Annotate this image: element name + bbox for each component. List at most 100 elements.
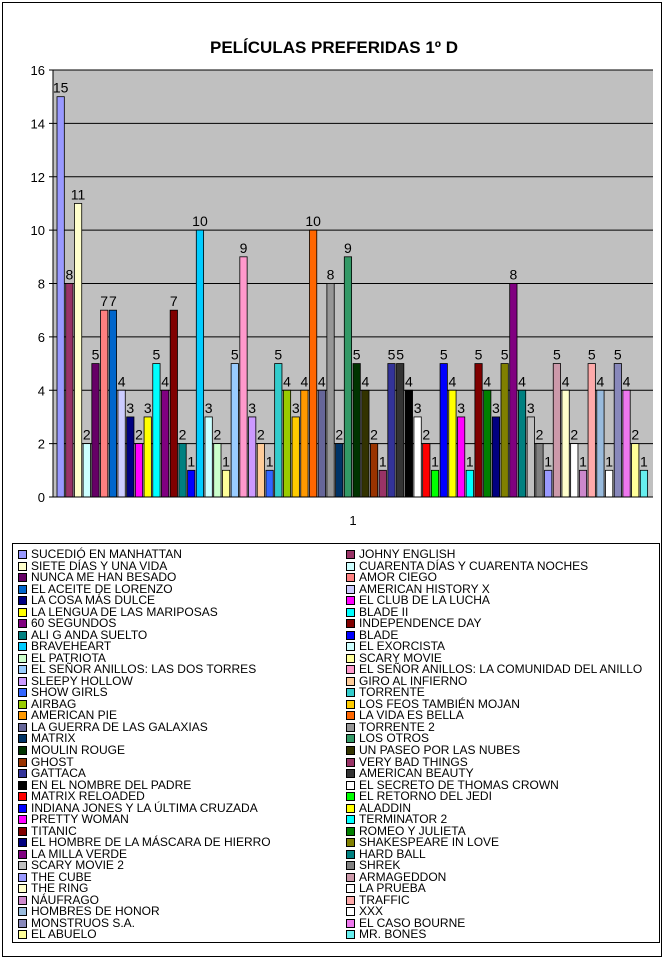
data-label: 9 — [240, 240, 248, 256]
legend-swatch — [346, 803, 355, 813]
data-label: 1 — [222, 453, 230, 469]
y-tick-label: 12 — [31, 170, 45, 185]
bar — [65, 283, 74, 498]
legend-swatch — [18, 584, 27, 594]
legend-label: INDEPENDENCE DAY — [359, 616, 482, 631]
data-label: 3 — [492, 400, 500, 416]
bar — [335, 443, 344, 498]
legend-label: TERMINATOR 2 — [359, 812, 448, 827]
legend-swatch — [18, 838, 27, 848]
bar — [500, 363, 509, 498]
legend-label: NUNCA ME HAN BESADO — [31, 570, 177, 585]
legend-label: GIRO AL INFIERNO — [359, 673, 468, 688]
bar — [117, 389, 126, 498]
legend-label: EN EL NOMBRE DEL PADRE — [31, 777, 192, 792]
legend-label: PRETTY WOMAN — [31, 812, 129, 827]
bar — [161, 389, 170, 498]
bar — [361, 389, 370, 498]
data-label: 8 — [327, 267, 335, 283]
legend-label: EL CLUB DE LA LUCHA — [359, 593, 490, 608]
legend-swatch — [18, 769, 27, 779]
legend-label: TORRENTE — [359, 685, 425, 700]
legend-swatch — [346, 849, 355, 859]
bar — [457, 416, 466, 498]
legend-label: GATTACA — [31, 766, 86, 781]
data-label: 3 — [144, 400, 152, 416]
legend-swatch — [18, 792, 27, 802]
bar — [387, 363, 396, 498]
legend-label: EL SECRETO DE THOMAS CROWN — [359, 777, 559, 792]
legend-swatch — [346, 930, 355, 940]
legend-label: TORRENTE 2 — [359, 719, 435, 734]
data-label: 4 — [118, 373, 126, 389]
bar — [413, 416, 422, 498]
bar — [126, 416, 135, 498]
bar — [108, 309, 117, 498]
legend-swatch — [18, 561, 27, 571]
legend-swatch — [18, 653, 27, 663]
legend-label: AMERICAN PIE — [31, 708, 118, 723]
legend-label: ALADDIN — [359, 800, 412, 815]
legend-label: NÁUFRAGO — [31, 892, 100, 907]
data-label: 10 — [305, 213, 321, 229]
legend-label: AIRBAG — [31, 696, 77, 711]
legend-swatch — [18, 711, 27, 721]
legend-swatch — [18, 930, 27, 940]
legend-swatch — [18, 907, 27, 917]
legend-swatch — [346, 757, 355, 767]
bar — [222, 469, 231, 498]
legend-label: LA VIDA ES BELLA — [359, 708, 464, 723]
legend-label: EL SEÑOR ANILLOS: LAS DOS TORRES — [31, 662, 257, 677]
data-label: 5 — [553, 347, 561, 363]
data-label: 7 — [100, 293, 108, 309]
data-label: 3 — [414, 400, 422, 416]
legend-swatch — [18, 619, 27, 629]
legend-swatch — [346, 769, 355, 779]
legend-swatch — [346, 676, 355, 686]
legend-label: TRAFFIC — [359, 892, 410, 907]
legend-label: ALI G ANDA SUELTO — [31, 627, 148, 642]
y-tick-label: 14 — [31, 116, 45, 131]
bar — [639, 469, 649, 498]
legend-swatch — [346, 780, 355, 790]
legend-swatch — [346, 918, 355, 928]
legend-label: ROMEO Y JULIETA — [359, 823, 466, 838]
data-label: 2 — [370, 427, 378, 443]
bar — [274, 363, 283, 498]
y-tick-label: 2 — [38, 437, 45, 452]
legend-label: MATRIX — [31, 731, 76, 746]
legend-label: SHAKESPEARE IN LOVE — [359, 835, 500, 850]
data-label: 5 — [588, 347, 596, 363]
legend-label: HOMBRES DE HONOR — [31, 904, 160, 919]
bar — [152, 363, 161, 498]
legend-label: AMERICAN HISTORY X — [359, 581, 490, 596]
data-label: 7 — [170, 293, 178, 309]
legend-swatch — [18, 803, 27, 813]
bar — [204, 416, 213, 498]
bar — [143, 416, 152, 498]
legend-swatch — [346, 630, 355, 640]
bars — [56, 96, 649, 498]
legend-swatch — [346, 688, 355, 698]
data-label: 5 — [396, 347, 404, 363]
legend-label: AMOR CIEGO — [359, 570, 438, 585]
legend-swatch — [346, 884, 355, 894]
legend-swatch — [18, 849, 27, 859]
legend-label: MATRIX RELOADED — [31, 789, 145, 804]
legend-label: THE CUBE — [31, 869, 92, 884]
data-label: 4 — [623, 373, 631, 389]
data-label: 5 — [475, 347, 483, 363]
bar — [561, 389, 570, 498]
legend-swatch — [18, 895, 27, 905]
legend-label: BRAVEHEART — [31, 639, 112, 654]
legend-label: LA COSA MÁS DULCE — [31, 593, 156, 608]
bar — [613, 363, 622, 498]
legend-swatch — [346, 734, 355, 744]
bar — [300, 389, 309, 498]
legend-swatch — [18, 688, 27, 698]
data-label: 5 — [231, 347, 239, 363]
data-label: 1 — [640, 453, 648, 469]
legend-swatch — [18, 676, 27, 686]
bar — [370, 443, 379, 498]
